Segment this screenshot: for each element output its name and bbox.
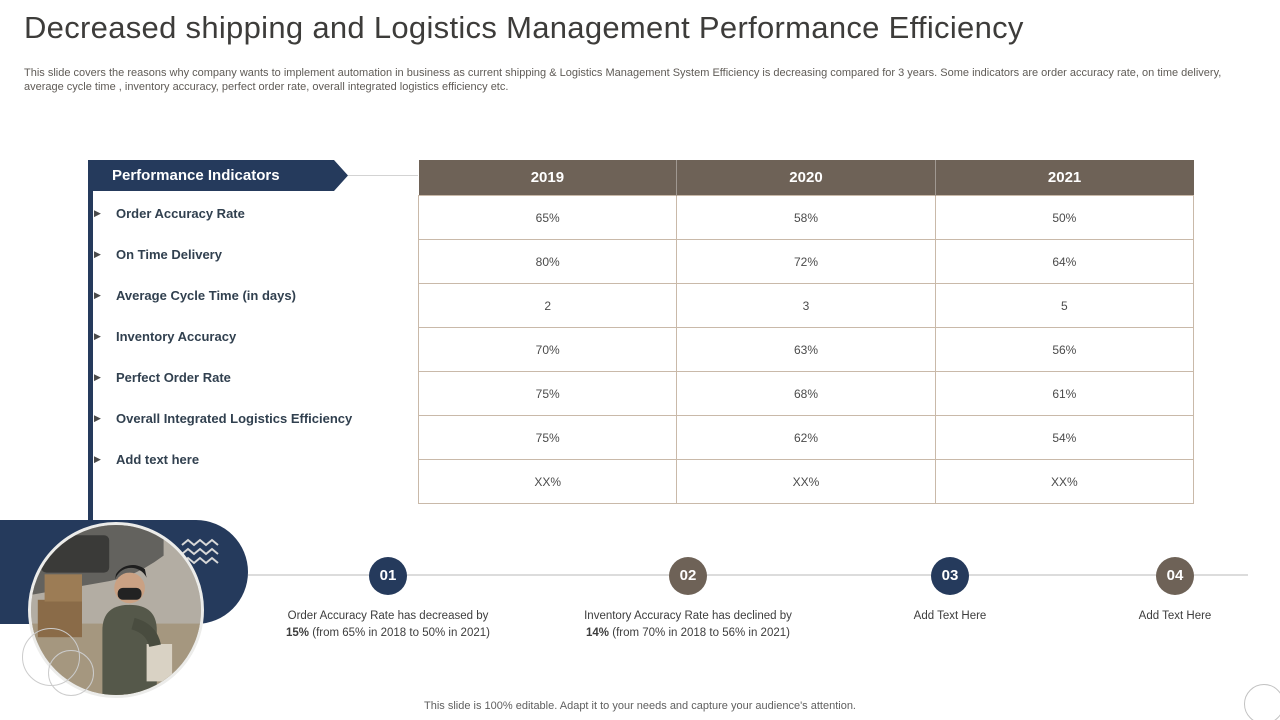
indicator-label: Inventory Accuracy xyxy=(116,329,237,344)
indicator-label: Add text here xyxy=(116,452,200,467)
bullet-triangle-icon: ▶ xyxy=(94,372,101,382)
table-cell: 65% xyxy=(417,195,678,240)
bullet-triangle-icon: ▶ xyxy=(94,249,101,259)
bullet-triangle-icon: ▶ xyxy=(94,208,101,218)
table-header-2020: 2020 xyxy=(676,160,936,196)
table-cell: 68% xyxy=(676,371,936,416)
table-cell: 63% xyxy=(676,327,936,372)
table-row: 70% 63% 56% xyxy=(417,327,1195,372)
indicator-list: ▶ Order Accuracy Rate ▶ On Time Delivery… xyxy=(94,193,424,480)
list-item: ▶ Order Accuracy Rate xyxy=(94,193,424,234)
milestone-text: Add Text Here xyxy=(840,608,1060,625)
table-cell: 56% xyxy=(934,327,1195,372)
footer-note: This slide is 100% editable. Adapt it to… xyxy=(424,700,856,712)
list-item: ▶ Average Cycle Time (in days) xyxy=(94,275,424,316)
list-item: ▶ Add text here xyxy=(94,439,424,480)
table-row: XX% XX% XX% xyxy=(417,459,1195,504)
table-row: 80% 72% 64% xyxy=(417,239,1195,284)
slide-description: This slide covers the reasons why compan… xyxy=(24,67,1222,93)
table-header-2019: 2019 xyxy=(418,160,678,196)
table-cell: XX% xyxy=(676,459,936,504)
list-item: ▶ Perfect Order Rate xyxy=(94,357,424,398)
table-cell: 50% xyxy=(934,195,1195,240)
table-row: 65% 58% 50% xyxy=(417,195,1195,240)
table-cell: XX% xyxy=(417,459,678,504)
indicator-label: On Time Delivery xyxy=(116,247,222,262)
milestone-text-bold: 15% xyxy=(286,627,310,640)
milestone-text: Order Accuracy Rate has decreased by 15%… xyxy=(278,608,498,643)
table-cell: 70% xyxy=(417,327,678,372)
zigzag-waves-icon xyxy=(181,538,219,565)
table-cell: 72% xyxy=(676,239,936,284)
list-item: ▶ Inventory Accuracy xyxy=(94,316,424,357)
indicator-label: Order Accuracy Rate xyxy=(116,206,245,221)
timeline-milestone-04: 04 Add Text Here xyxy=(1065,557,1280,625)
table-cell: 5 xyxy=(934,283,1195,328)
milestone-text-pre: Add Text Here xyxy=(913,610,987,622)
table-header-2021: 2021 xyxy=(935,160,1194,196)
table-header-row: 2019 2020 2021 xyxy=(418,160,1194,196)
milestone-text-pre: Inventory Accuracy Rate has declined by xyxy=(584,610,792,622)
table-cell: 58% xyxy=(676,195,936,240)
timeline-milestone-03: 03 Add Text Here xyxy=(840,557,1060,625)
decor-circle xyxy=(48,650,94,696)
timeline-line xyxy=(248,574,1248,576)
indicator-vertical-line xyxy=(88,160,93,540)
bullet-triangle-icon: ▶ xyxy=(94,290,101,300)
table-row: 75% 62% 54% xyxy=(417,415,1195,460)
milestone-text-post: (from 65% in 2018 to 50% in 2021) xyxy=(309,627,490,640)
performance-table: 2019 2020 2021 65% 58% 50% 80% 72% 64% 2… xyxy=(417,160,1195,504)
milestone-text-post: (from 70% in 2018 to 56% in 2021) xyxy=(609,627,790,640)
milestone-text: Add Text Here xyxy=(1065,608,1280,625)
page-title: Decreased shipping and Logistics Managem… xyxy=(24,10,1024,45)
performance-indicators-banner: Performance Indicators xyxy=(88,160,348,191)
table-cell: 62% xyxy=(676,415,936,460)
milestone-number-badge: 03 xyxy=(931,557,969,595)
table-cell: XX% xyxy=(934,459,1195,504)
timeline-milestone-01: 01 Order Accuracy Rate has decreased by … xyxy=(278,557,498,643)
banner-connector-line xyxy=(348,175,418,176)
table-cell: 54% xyxy=(934,415,1195,460)
indicator-label: Perfect Order Rate xyxy=(116,370,231,385)
list-item: ▶ On Time Delivery xyxy=(94,234,424,275)
milestone-text-pre: Order Accuracy Rate has decreased by xyxy=(287,610,489,622)
performance-indicators-label: Performance Indicators xyxy=(112,167,280,184)
milestone-number-badge: 04 xyxy=(1156,557,1194,595)
table-cell: 2 xyxy=(417,283,678,328)
table-cell: 80% xyxy=(417,239,678,284)
table-cell: 75% xyxy=(417,371,678,416)
table-cell: 61% xyxy=(934,371,1195,416)
milestone-number-badge: 01 xyxy=(369,557,407,595)
table-cell: 64% xyxy=(934,239,1195,284)
table-row: 2 3 5 xyxy=(417,283,1195,328)
list-item: ▶ Overall Integrated Logistics Efficienc… xyxy=(94,398,424,439)
bullet-triangle-icon: ▶ xyxy=(94,454,101,464)
milestone-text-bold: 14% xyxy=(586,627,610,640)
table-cell: 3 xyxy=(676,283,936,328)
decor-circle xyxy=(1244,684,1280,720)
bullet-triangle-icon: ▶ xyxy=(94,331,101,341)
indicator-label: Overall Integrated Logistics Efficiency xyxy=(116,411,353,426)
table-row: 75% 68% 61% xyxy=(417,371,1195,416)
table-cell: 75% xyxy=(417,415,678,460)
bullet-triangle-icon: ▶ xyxy=(94,413,101,423)
timeline-milestone-02: 02 Inventory Accuracy Rate has declined … xyxy=(578,557,798,643)
milestone-number-badge: 02 xyxy=(669,557,707,595)
indicator-label: Average Cycle Time (in days) xyxy=(116,288,296,303)
milestone-text-pre: Add Text Here xyxy=(1138,610,1212,622)
milestone-text: Inventory Accuracy Rate has declined by … xyxy=(578,608,798,643)
